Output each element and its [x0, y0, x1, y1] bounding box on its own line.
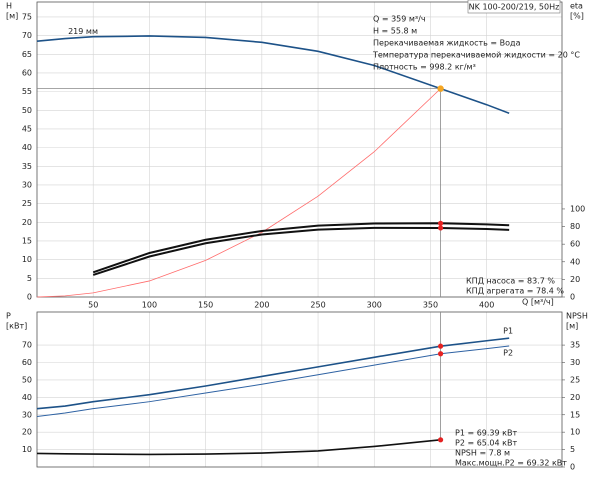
y-tick-label: 55	[22, 87, 32, 96]
y-tick-label: 30	[22, 180, 32, 189]
x-axis-label: Q [м³/ч]	[522, 298, 554, 307]
y-axis-label: H	[6, 2, 12, 11]
x-tick-label: 300	[367, 301, 382, 310]
y-tick-label: 10	[22, 445, 32, 454]
y-tick-label: 40	[22, 393, 32, 402]
operating-point	[437, 85, 444, 92]
y-tick-label: 50	[22, 375, 32, 384]
y-tick-label: 65	[22, 50, 32, 59]
annotation: Плотность = 998.2 кг/м³	[373, 63, 476, 72]
y2-tick-label: 100	[570, 204, 585, 213]
series-line	[36, 88, 441, 298]
y2-tick-label: 0	[570, 293, 575, 302]
x-tick-label: 150	[198, 301, 213, 310]
series-line	[92, 222, 510, 274]
duty-marker	[437, 225, 444, 231]
y-tick-label: 75	[22, 12, 32, 21]
chart-title: NK 100-200/219, 50Hz	[469, 3, 560, 12]
y-tick-label: 70	[22, 31, 32, 40]
annotation: Перекачиваемая жидкость = Вода	[373, 39, 521, 48]
y-axis-label: P	[6, 312, 11, 321]
y2-tick-label: 30	[570, 358, 580, 367]
y-tick-label: 30	[22, 410, 32, 419]
annotation: Q = 359 м³/ч	[373, 15, 426, 24]
y2-tick-label: 40	[570, 257, 580, 266]
y2-tick-label: 60	[570, 240, 580, 249]
y2-tick-label: 80	[570, 222, 580, 231]
annotation: Температура перекачиваемой жидкости = 20…	[372, 51, 580, 60]
series-label: P1	[503, 327, 513, 336]
y2-axis-label: NPSH	[566, 312, 588, 321]
y2-tick-label: 5	[570, 445, 575, 454]
annotation: P1 = 69.39 кВт	[455, 429, 517, 438]
y2-tick-label: 15	[570, 410, 580, 419]
series-line	[36, 439, 441, 456]
x-tick-label: 50	[88, 301, 98, 310]
y2-tick-label: 0	[570, 463, 575, 472]
y-tick-label: 0	[27, 293, 32, 302]
y2-tick-label: 35	[570, 341, 580, 350]
annotation: H = 55.8 м	[373, 27, 417, 36]
title-box	[467, 0, 561, 14]
y-tick-label: 40	[22, 143, 32, 152]
y2-axis-unit: [%]	[570, 12, 584, 21]
y-axis-unit: [м]	[6, 12, 18, 21]
duty-marker	[437, 437, 444, 443]
annotation: NPSH = 7.8 м	[455, 449, 510, 458]
y2-tick-label: 10	[570, 428, 580, 437]
efficiency-note: КПД насоса = 83.7 %	[466, 277, 555, 286]
y2-tick-label: 20	[570, 393, 580, 402]
y-tick-label: 60	[22, 358, 32, 367]
x-tick-label: 350	[423, 301, 438, 310]
x-tick-label: 400	[479, 301, 494, 310]
x-tick-label: 100	[142, 301, 157, 310]
duty-marker	[437, 343, 444, 349]
series-line	[36, 35, 510, 115]
y-tick-label: 35	[22, 162, 32, 171]
y-tick-label: 20	[22, 218, 32, 227]
y2-axis-unit: [м]	[566, 322, 578, 331]
plot-frame	[36, 311, 563, 468]
y2-axis-label: eta	[570, 2, 583, 11]
duty-marker	[437, 220, 444, 226]
duty-marker	[437, 351, 444, 357]
x-tick-label: 250	[310, 301, 325, 310]
y-tick-label: 50	[22, 106, 32, 115]
series-label: 219 мм	[68, 27, 98, 36]
x-tick-label: 200	[254, 301, 269, 310]
series-line	[36, 345, 510, 417]
y-axis-unit: [кВт]	[6, 322, 27, 331]
y-tick-label: 20	[22, 428, 32, 437]
plot-frame	[36, 1, 563, 298]
y2-tick-label: 20	[570, 275, 580, 284]
y-tick-label: 25	[22, 199, 32, 208]
y-tick-label: 70	[22, 341, 32, 350]
y-tick-label: 15	[22, 236, 32, 245]
y-tick-label: 60	[22, 68, 32, 77]
efficiency-note: КПД агрегата = 78.4 %	[466, 287, 564, 296]
series-line	[92, 226, 510, 276]
y-tick-label: 10	[22, 255, 32, 264]
annotation: P2 = 65.04 кВт	[455, 439, 517, 448]
y-tick-label: 45	[22, 124, 32, 133]
series-label: P2	[503, 348, 513, 357]
series-line	[36, 337, 510, 410]
y2-tick-label: 25	[570, 375, 580, 384]
y-tick-label: 5	[27, 274, 32, 283]
annotation: Макс.мощн.P2 = 69.32 кВт	[455, 459, 567, 468]
